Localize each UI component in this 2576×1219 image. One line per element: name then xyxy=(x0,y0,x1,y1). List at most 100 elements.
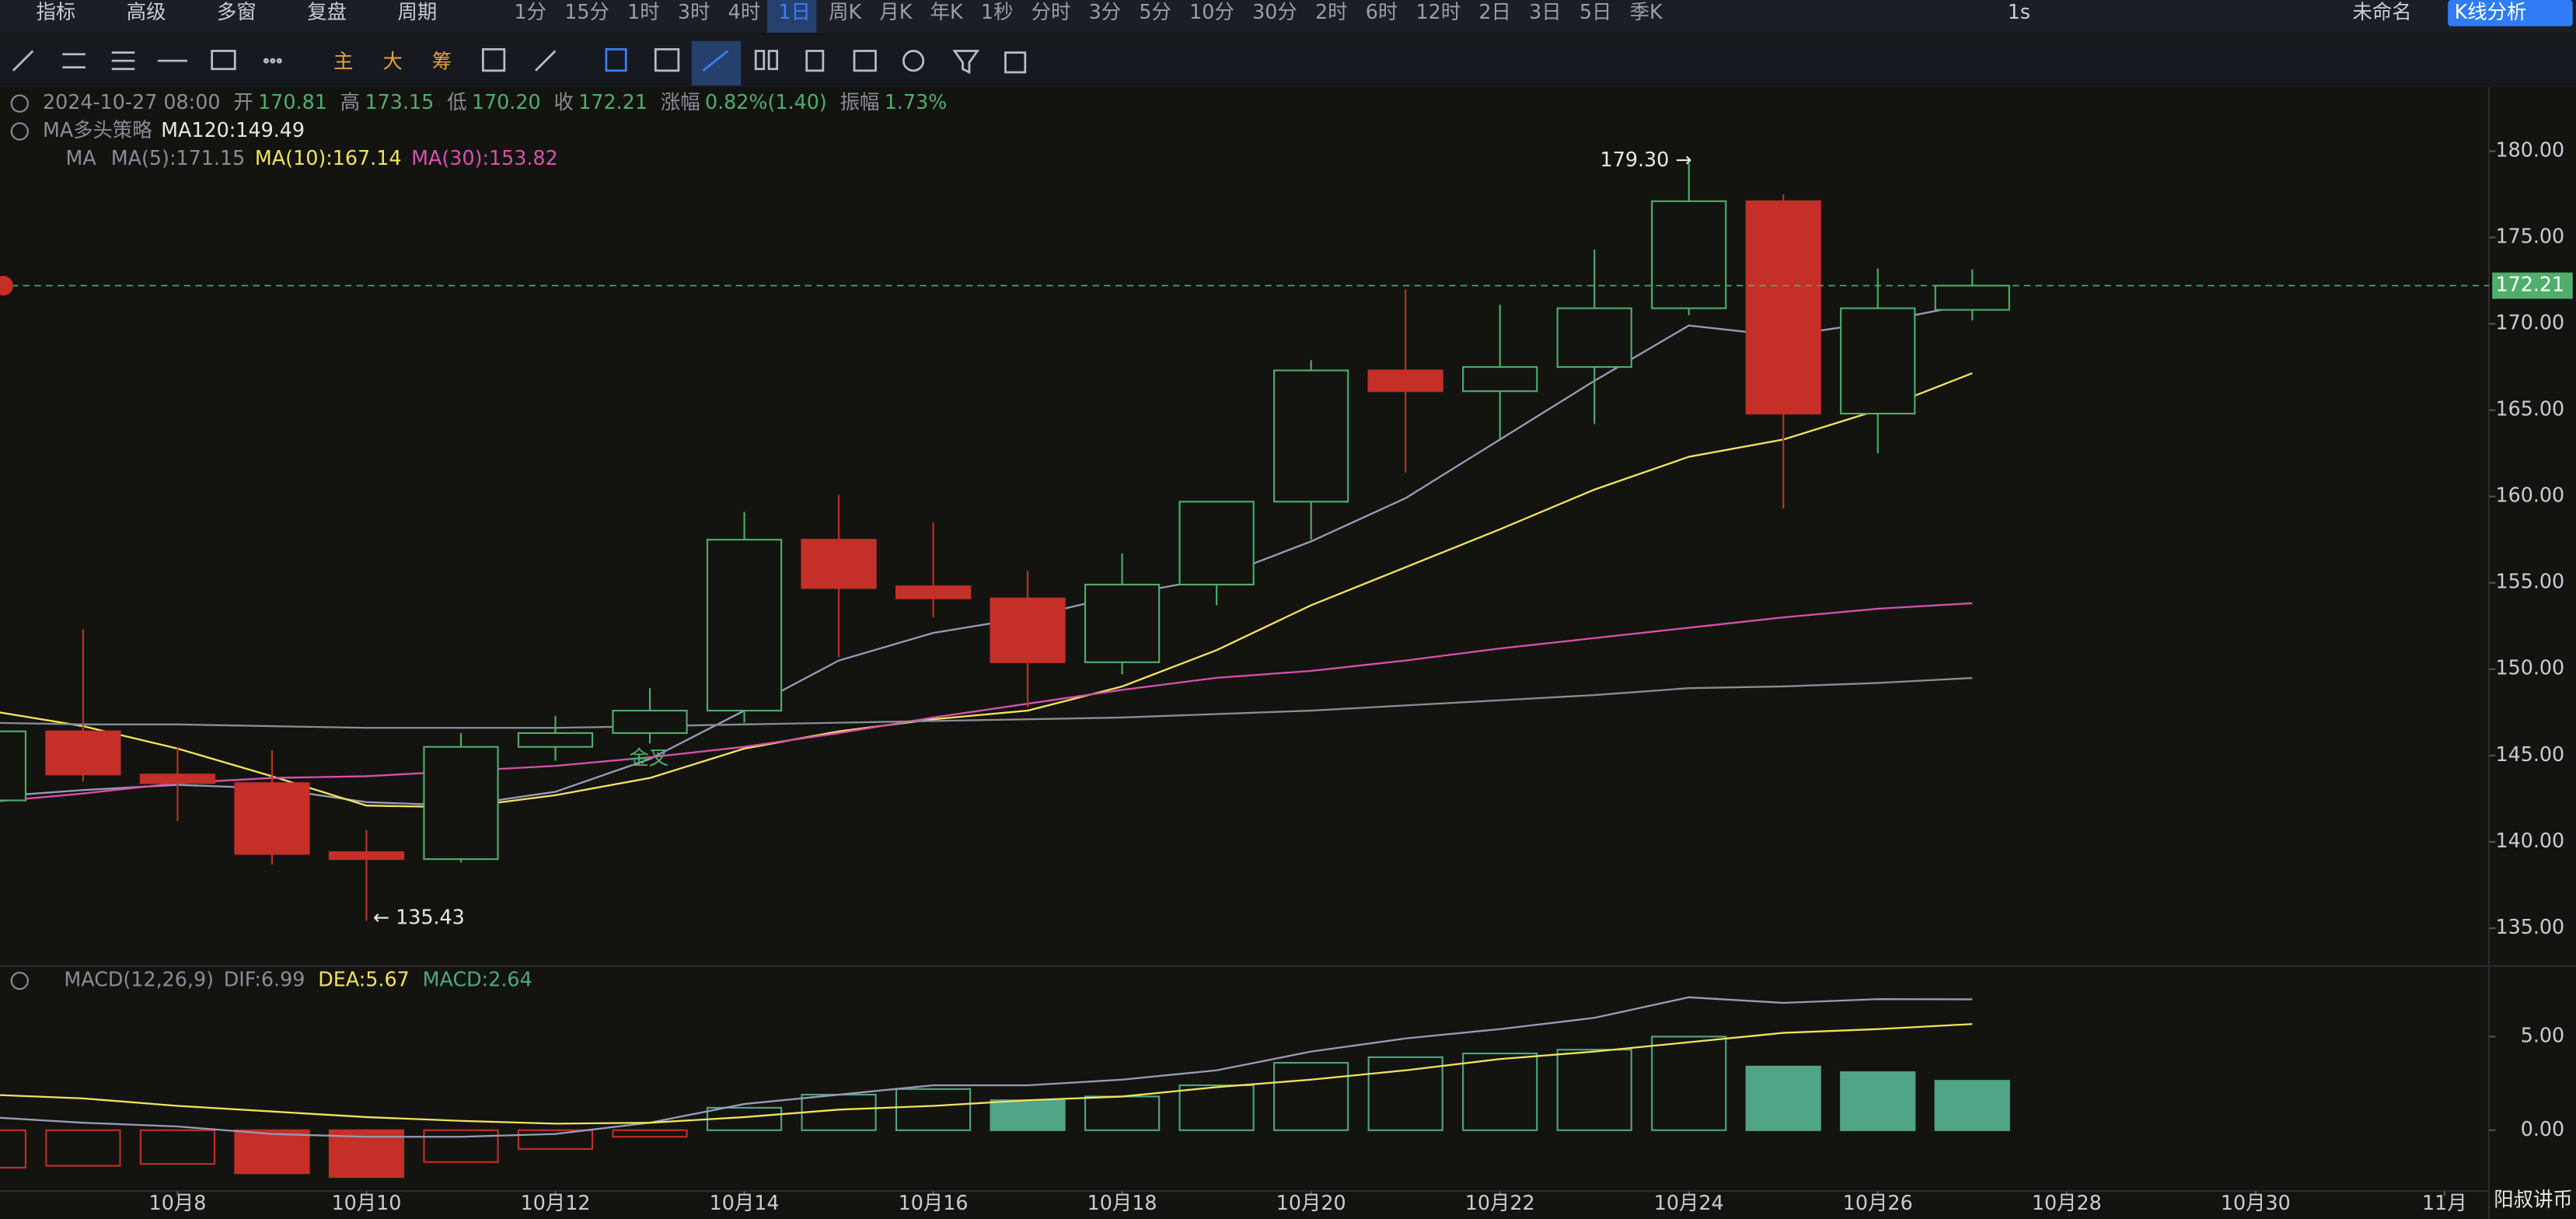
collapse-icon[interactable] xyxy=(10,122,29,141)
period-item[interactable]: 1秒 xyxy=(981,0,1014,23)
period-item[interactable]: 3时 xyxy=(678,0,710,23)
macd-bar xyxy=(423,1129,499,1163)
candle-body xyxy=(0,730,27,802)
info-text: 2024-10-27 08:00 xyxy=(43,90,221,114)
period-item[interactable]: 1日 xyxy=(778,0,811,23)
macd-bar xyxy=(895,1088,972,1131)
menu-item[interactable]: 复盘 xyxy=(307,0,347,23)
legend-entry: MA(30):153.82 xyxy=(411,146,558,169)
period-item[interactable]: 5分 xyxy=(1139,0,1171,23)
macd-bar xyxy=(1556,1049,1632,1131)
toolbar-right-item[interactable]: 未命名 xyxy=(2353,0,2412,23)
menu-item[interactable]: 多窗 xyxy=(217,0,257,23)
x-tick-label: 10月12 xyxy=(521,1191,591,1214)
candle-body xyxy=(1462,365,1538,393)
period-item[interactable]: 1分 xyxy=(515,0,547,23)
candle-body xyxy=(895,585,972,599)
macd-bar xyxy=(139,1129,216,1165)
period-item[interactable]: 10分 xyxy=(1189,0,1234,23)
macd-bar xyxy=(990,1099,1066,1131)
info-text: 低 xyxy=(447,90,466,114)
y-tick-label: 165.00 xyxy=(2495,397,2564,421)
tool-bar xyxy=(0,34,2576,87)
menu-item[interactable]: 高级 xyxy=(127,0,166,23)
x-tick-label: 10月26 xyxy=(1843,1191,1913,1214)
period-item[interactable]: 1时 xyxy=(627,0,660,23)
candle-body xyxy=(1556,307,1632,368)
last-price-tag xyxy=(2492,272,2573,299)
macd-bar xyxy=(1745,1065,1821,1131)
indicator-line xyxy=(0,676,1973,729)
candle-body xyxy=(139,774,216,784)
info-text: 收 xyxy=(554,90,574,114)
period-item[interactable]: 15分 xyxy=(564,0,609,23)
indicator-line xyxy=(0,996,1973,1138)
x-tick-label: 10月30 xyxy=(2221,1191,2291,1214)
macd-bar xyxy=(1462,1052,1538,1131)
x-tick-label: 10月24 xyxy=(1654,1191,1724,1214)
drawing-icons[interactable] xyxy=(12,40,1027,86)
collapse-icon[interactable] xyxy=(10,971,29,990)
indicator-name: MA xyxy=(66,146,97,169)
y-tick-label: 5.00 xyxy=(2521,1023,2564,1046)
x-tick-label: 10月10 xyxy=(332,1191,402,1214)
toolbar-right-item[interactable]: K线分析 xyxy=(2455,0,2527,23)
legend-entry: MACD:2.64 xyxy=(423,968,532,991)
macd-bar xyxy=(1084,1095,1161,1131)
period-item[interactable]: 月K xyxy=(879,0,913,23)
macd-bar xyxy=(1934,1080,2010,1131)
macd-bar xyxy=(328,1129,405,1179)
chip-tool[interactable]: 主 xyxy=(333,49,353,72)
x-tick-label: 10月18 xyxy=(1087,1191,1157,1214)
candle-body xyxy=(45,730,121,776)
period-item[interactable]: 30分 xyxy=(1252,0,1297,23)
candle-body xyxy=(990,597,1066,663)
period-item[interactable]: 周K xyxy=(829,0,862,23)
period-item[interactable]: 2日 xyxy=(1478,0,1511,23)
y-tick-label: 0.00 xyxy=(2521,1117,2564,1140)
y-tick-label: 170.00 xyxy=(2495,311,2564,334)
annotation: 金叉 xyxy=(629,746,668,769)
period-item[interactable]: 5日 xyxy=(1579,0,1612,23)
macd-title: MACD(12,26,9) xyxy=(64,968,214,991)
indicator-line xyxy=(0,372,1973,809)
menu-item[interactable]: 指标 xyxy=(36,0,75,23)
analysis-button[interactable] xyxy=(2448,0,2573,26)
period-item[interactable]: 年K xyxy=(930,0,964,23)
y-tick-label: 175.00 xyxy=(2495,224,2564,247)
x-tick-label: 10月8 xyxy=(149,1191,207,1214)
chip-tool[interactable]: 大 xyxy=(382,49,402,72)
candle-body xyxy=(612,710,688,734)
period-item[interactable]: 分时 xyxy=(1031,0,1071,23)
info-text: 0.82%(1.40) xyxy=(705,90,827,114)
legend-entry: MA(5):171.15 xyxy=(111,146,245,169)
period-item[interactable]: 4时 xyxy=(728,0,761,23)
candle-body xyxy=(1178,501,1255,585)
candle-body xyxy=(1934,285,2010,311)
period-item[interactable]: 2时 xyxy=(1315,0,1348,23)
menu-item[interactable]: 周期 xyxy=(398,0,438,23)
candle-body xyxy=(1651,200,1727,309)
period-item[interactable]: 6时 xyxy=(1366,0,1398,23)
x-tick-label: 10月20 xyxy=(1276,1191,1346,1214)
candle-body xyxy=(423,746,499,861)
y-tick-label: 155.00 xyxy=(2495,570,2564,593)
candle-body xyxy=(1367,369,1443,393)
watermark: 阳叔讲币 xyxy=(2494,1188,2572,1211)
toolbar-right-item[interactable]: 1s xyxy=(2008,0,2030,23)
collapse-icon[interactable] xyxy=(10,94,29,113)
period-item[interactable]: 3分 xyxy=(1089,0,1122,23)
period-item[interactable]: 12时 xyxy=(1415,0,1461,23)
y-tick-label: 180.00 xyxy=(2495,138,2564,161)
info-text: 高 xyxy=(340,90,360,114)
annotation: 179.30 → xyxy=(1600,148,1692,171)
candle-body xyxy=(1084,583,1161,663)
period-item[interactable]: 3日 xyxy=(1529,0,1562,23)
macd-bar xyxy=(1651,1036,1727,1131)
info-text: 172.21 xyxy=(578,90,647,114)
alert-marker xyxy=(0,275,13,296)
period-item[interactable]: 季K xyxy=(1630,0,1663,23)
chip-tool[interactable]: 筹 xyxy=(432,49,452,72)
top-bar xyxy=(0,0,2576,33)
x-tick-label: 10月14 xyxy=(710,1191,780,1214)
